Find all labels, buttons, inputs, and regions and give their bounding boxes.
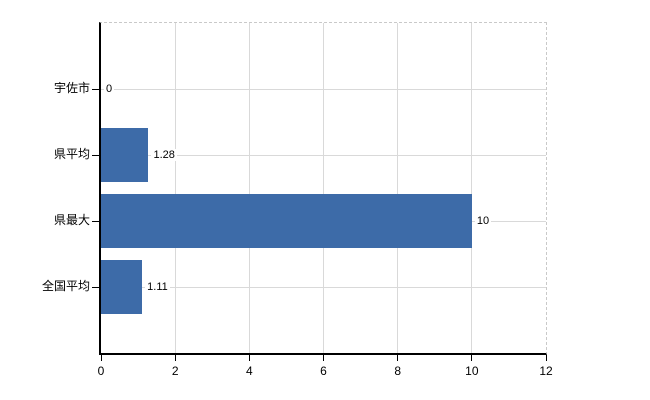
bar [101, 128, 149, 182]
bar-row: 10 [101, 188, 546, 254]
bar [101, 194, 472, 248]
bar-row: 1.28 [101, 122, 546, 188]
x-axis-tick [323, 355, 324, 361]
plot-area: 0 1.28 10 1.11 0 2 4 6 8 10 12 [92, 22, 553, 378]
x-axis-tick-label: 8 [394, 364, 401, 378]
horizontal-gridline [101, 154, 546, 156]
y-axis-category-labels: 宇佐市県平均県最大全国平均 [0, 22, 90, 352]
bar-value-label: 1.28 [151, 149, 177, 161]
vertical-gridline [248, 23, 250, 353]
bar-row: 1.11 [101, 254, 546, 320]
y-axis-category-label: 全国平均 [41, 279, 90, 293]
bar-value-label: 0 [104, 83, 115, 95]
x-axis-tick-label: 0 [97, 364, 105, 378]
vertical-gridline [174, 23, 176, 353]
vertical-gridline [397, 23, 399, 353]
x-axis-tick [174, 355, 176, 361]
x-axis-tick [397, 355, 399, 361]
y-axis-tick [92, 88, 99, 90]
y-axis-category-label: 宇佐市 [53, 81, 90, 95]
bar [101, 260, 143, 314]
horizontal-gridline [101, 286, 546, 288]
y-axis-tick [92, 154, 99, 156]
bar-value-label: 1.11 [145, 281, 170, 293]
bar-row: 0 [101, 56, 546, 122]
bar-value-label: 10 [474, 215, 492, 227]
x-axis-tick [248, 355, 250, 361]
y-axis-tick [92, 220, 99, 222]
bar-rows: 0 1.28 10 1.11 [101, 56, 546, 320]
y-axis-category-label: 県最大 [53, 213, 90, 227]
x-axis-tick [471, 355, 473, 361]
x-axis-tick-label: 10 [465, 364, 479, 378]
x-axis-tick-label: 12 [539, 364, 553, 378]
x-axis-tick-label: 6 [320, 364, 327, 378]
x-axis-tick [100, 355, 102, 361]
x-axis-tick-label: 2 [171, 364, 179, 378]
x-axis-tick [545, 355, 547, 361]
x-axis-tick-label: 4 [245, 364, 253, 378]
vertical-gridline [323, 23, 324, 353]
y-axis-category-label: 県平均 [53, 147, 90, 161]
y-axis-tick [92, 286, 99, 288]
horizontal-gridline [101, 88, 546, 90]
vertical-gridline [471, 23, 473, 353]
